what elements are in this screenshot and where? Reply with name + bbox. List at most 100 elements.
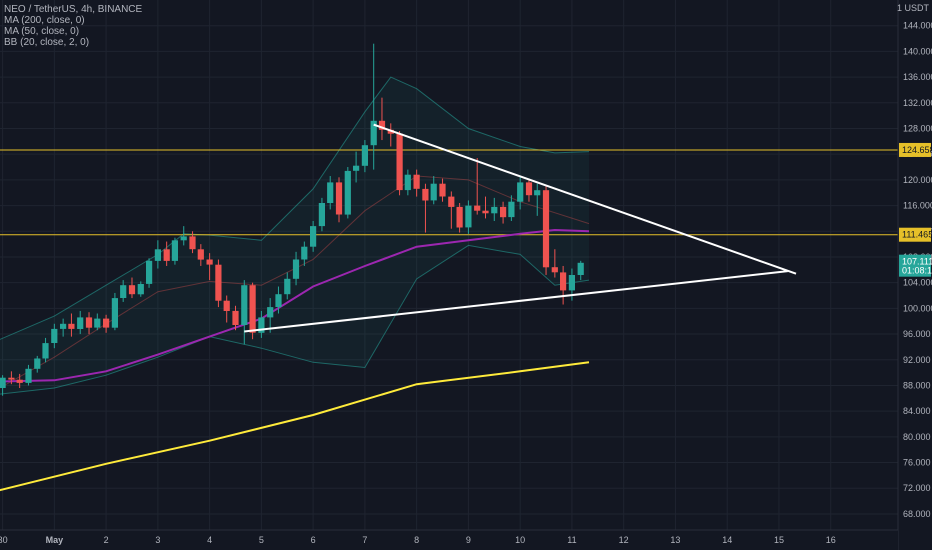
x-tick-label-4: 4 — [207, 535, 212, 545]
candle-11 — [94, 313, 101, 331]
candle-body — [189, 236, 196, 250]
time-axis[interactable]: 30 May 2 3 4 5 6 7 8 9 10 11 12 13 14 15 16 — [0, 529, 898, 550]
candle-body — [60, 323, 67, 329]
candle-body — [171, 240, 178, 261]
symbol-title[interactable]: NEO / TetherUS, 4h, BINANCE — [4, 4, 143, 15]
candle-0 — [0, 375, 6, 396]
chart-legend: NEO / TetherUS, 4h, BINANCE MA (200, clo… — [4, 4, 142, 48]
candle-59 — [508, 195, 515, 221]
x-tick-label-9: 9 — [466, 535, 471, 545]
candle-body — [8, 377, 15, 380]
x-tick-label-8: 8 — [414, 535, 419, 545]
candle-body — [223, 300, 230, 311]
candle-body — [16, 379, 23, 383]
candle-body — [534, 190, 541, 196]
y-tick-label-2: 76.000 — [903, 458, 931, 468]
triangle-pattern[interactable] — [244, 123, 797, 333]
candle-body — [232, 310, 239, 325]
x-tick-label-7: 7 — [362, 535, 367, 545]
candle-body — [206, 259, 213, 265]
candle-body — [430, 183, 437, 201]
candle-54 — [465, 200, 472, 234]
trendline-0[interactable] — [373, 123, 797, 275]
y-tick-label-1: 72.000 — [903, 483, 931, 493]
candle-body — [413, 174, 420, 189]
candle-56 — [482, 196, 489, 219]
currency-label: 1 USDT — [897, 3, 930, 13]
candle-46 — [396, 131, 403, 196]
candle-body — [500, 206, 507, 218]
candle-61 — [525, 178, 533, 202]
candle-13 — [111, 292, 118, 331]
candle-body — [137, 284, 144, 295]
candle-39 — [335, 177, 343, 223]
candle-57 — [491, 197, 498, 221]
candle-6 — [51, 323, 58, 349]
x-tick-label-15: 15 — [774, 535, 784, 545]
candle-body — [146, 260, 153, 284]
indicator-bb[interactable]: BB (20, close, 2, 0) — [4, 37, 90, 48]
candle-body — [542, 190, 550, 268]
candle-body — [77, 317, 84, 329]
candle-65 — [560, 265, 567, 305]
y-tick-label-13: 120.000 — [903, 175, 932, 185]
candle-body — [94, 318, 101, 328]
candle-body — [525, 182, 533, 196]
x-tick-label-10: 10 — [515, 535, 525, 545]
y-tick-label-9: 104.000 — [903, 278, 932, 288]
x-tick-label-6: 6 — [311, 535, 316, 545]
candle-64 — [551, 249, 558, 278]
candle-31 — [267, 298, 274, 333]
candle-62 — [534, 183, 541, 216]
x-tick-label-14: 14 — [722, 535, 732, 545]
candle-body — [128, 285, 136, 295]
x-tick-label-3: 3 — [155, 535, 160, 545]
candle-22 — [189, 231, 196, 254]
candle-37 — [318, 197, 325, 232]
candle-35 — [301, 241, 308, 266]
candle-3 — [25, 364, 32, 386]
ma50-line — [0, 228, 590, 383]
candle-53 — [456, 203, 463, 233]
x-tick-label-11: 11 — [567, 535, 576, 545]
y-tick-label-3: 80.000 — [903, 432, 931, 442]
indicator-ma50[interactable]: MA (50, close, 0) — [4, 26, 80, 37]
candle-body — [560, 272, 567, 291]
x-tick-label-16: 16 — [826, 535, 836, 545]
candle-body — [568, 275, 575, 291]
candle-27 — [232, 305, 239, 331]
candle-body — [154, 249, 161, 261]
candle-body — [310, 226, 317, 247]
candle-30 — [258, 310, 265, 338]
candle-body — [301, 246, 308, 260]
horizontal-levels[interactable] — [0, 149, 898, 236]
candle-42 — [361, 140, 368, 173]
time-axis-bg — [0, 530, 898, 550]
candle-16 — [137, 281, 144, 297]
candle-20 — [171, 237, 178, 265]
candle-body — [103, 318, 110, 328]
y-tick-label-5: 88.000 — [903, 380, 931, 390]
candle-23 — [197, 244, 204, 266]
candle-body — [344, 170, 351, 215]
candle-5 — [42, 337, 49, 363]
y-tick-label-15: 128.000 — [903, 123, 932, 133]
candle-body — [292, 259, 300, 279]
candles — [0, 43, 584, 396]
y-tick-label-8: 100.000 — [903, 303, 932, 313]
indicator-ma200[interactable]: MA (200, close, 0) — [4, 15, 85, 26]
candle-52 — [448, 191, 455, 229]
candle-60 — [517, 177, 524, 210]
x-tick-label-2: 2 — [104, 535, 109, 545]
candle-body — [353, 165, 360, 171]
candle-body — [68, 323, 75, 329]
y-tick-label-7: 96.000 — [903, 329, 931, 339]
candle-43 — [370, 43, 377, 170]
candle-body — [378, 120, 386, 130]
candle-body — [180, 236, 187, 241]
candle-18 — [154, 240, 161, 269]
trendline-1[interactable] — [244, 270, 788, 333]
candle-48 — [413, 169, 420, 197]
candle-8 — [68, 313, 75, 337]
